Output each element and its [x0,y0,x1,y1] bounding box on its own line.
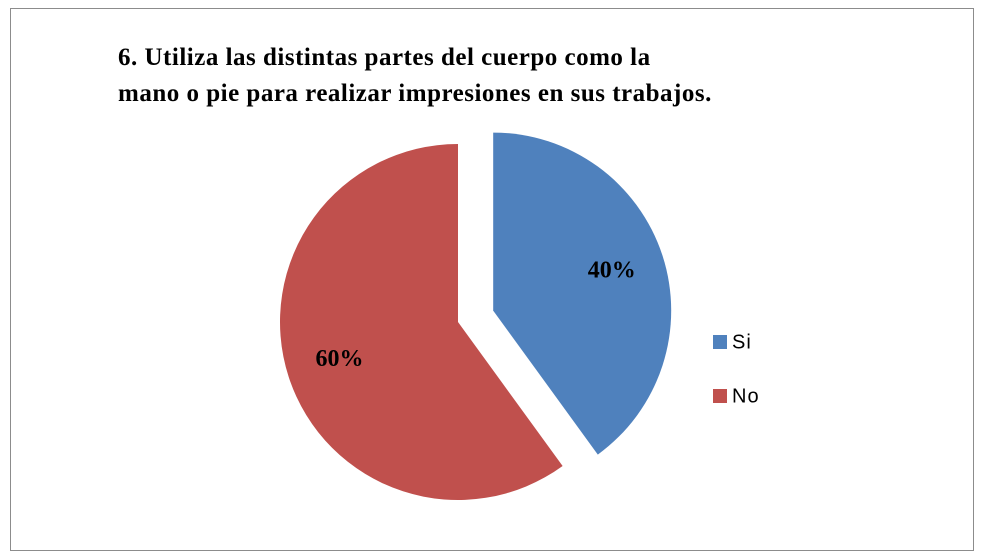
data-label: 60% [315,346,363,372]
legend-swatch [713,389,727,403]
pie-slice [279,144,563,500]
legend-label: No [732,385,760,407]
legend-label: Si [732,331,752,353]
chart-frame [10,8,974,551]
chart-title: 6. Utiliza las distintas partes del cuer… [118,44,712,107]
pie-slice [493,132,672,455]
legend-swatch [713,335,727,349]
data-label: 40% [588,258,636,284]
